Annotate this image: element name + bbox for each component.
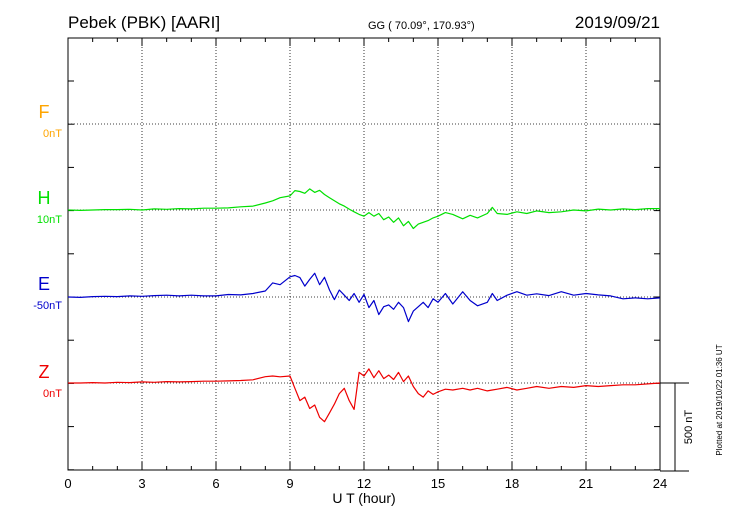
series-labels: F 0nT H 10nT E -50nT Z 0nT: [33, 102, 62, 400]
x-tick-label: 24: [653, 476, 667, 491]
series-baseline-f: 0nT: [43, 128, 62, 140]
trace-lines: [67, 188, 661, 423]
date-label: 2019/09/21: [575, 13, 660, 32]
series-name-e: E: [38, 274, 50, 294]
x-axis-label: U T (hour): [332, 490, 395, 506]
x-tick-label: 0: [64, 476, 71, 491]
plotted-timestamp: Plotted at 2019/10/22 01:36 UT: [715, 344, 724, 455]
series-baseline-h: 10nT: [37, 214, 62, 226]
series-name-f: F: [39, 102, 50, 122]
trace-e: [67, 272, 661, 323]
station-title: Pebek (PBK) [AARI]: [68, 13, 220, 32]
series-name-h: H: [38, 188, 51, 208]
trace-h: [67, 188, 660, 230]
x-tick-label: 15: [431, 476, 445, 491]
x-axis-ticks: 0 3 6 9 12 15 18 21 24: [64, 38, 667, 491]
series-name-z: Z: [39, 362, 50, 382]
trace-z: [68, 368, 661, 423]
x-tick-label: 18: [505, 476, 519, 491]
coordinates-label: GG ( 70.09°, 170.93°): [368, 20, 475, 32]
series-baseline-e: -50nT: [33, 300, 62, 312]
scale-bar: 500 nT: [660, 382, 695, 472]
x-tick-label: 12: [357, 476, 371, 491]
series-baseline-z: 0nT: [43, 388, 62, 400]
x-tick-label: 6: [212, 476, 219, 491]
x-tick-label: 3: [138, 476, 145, 491]
scale-bar-label: 500 nT: [683, 410, 695, 445]
x-tick-label: 21: [579, 476, 593, 491]
x-tick-label: 9: [286, 476, 293, 491]
grid-lines: [68, 38, 660, 471]
